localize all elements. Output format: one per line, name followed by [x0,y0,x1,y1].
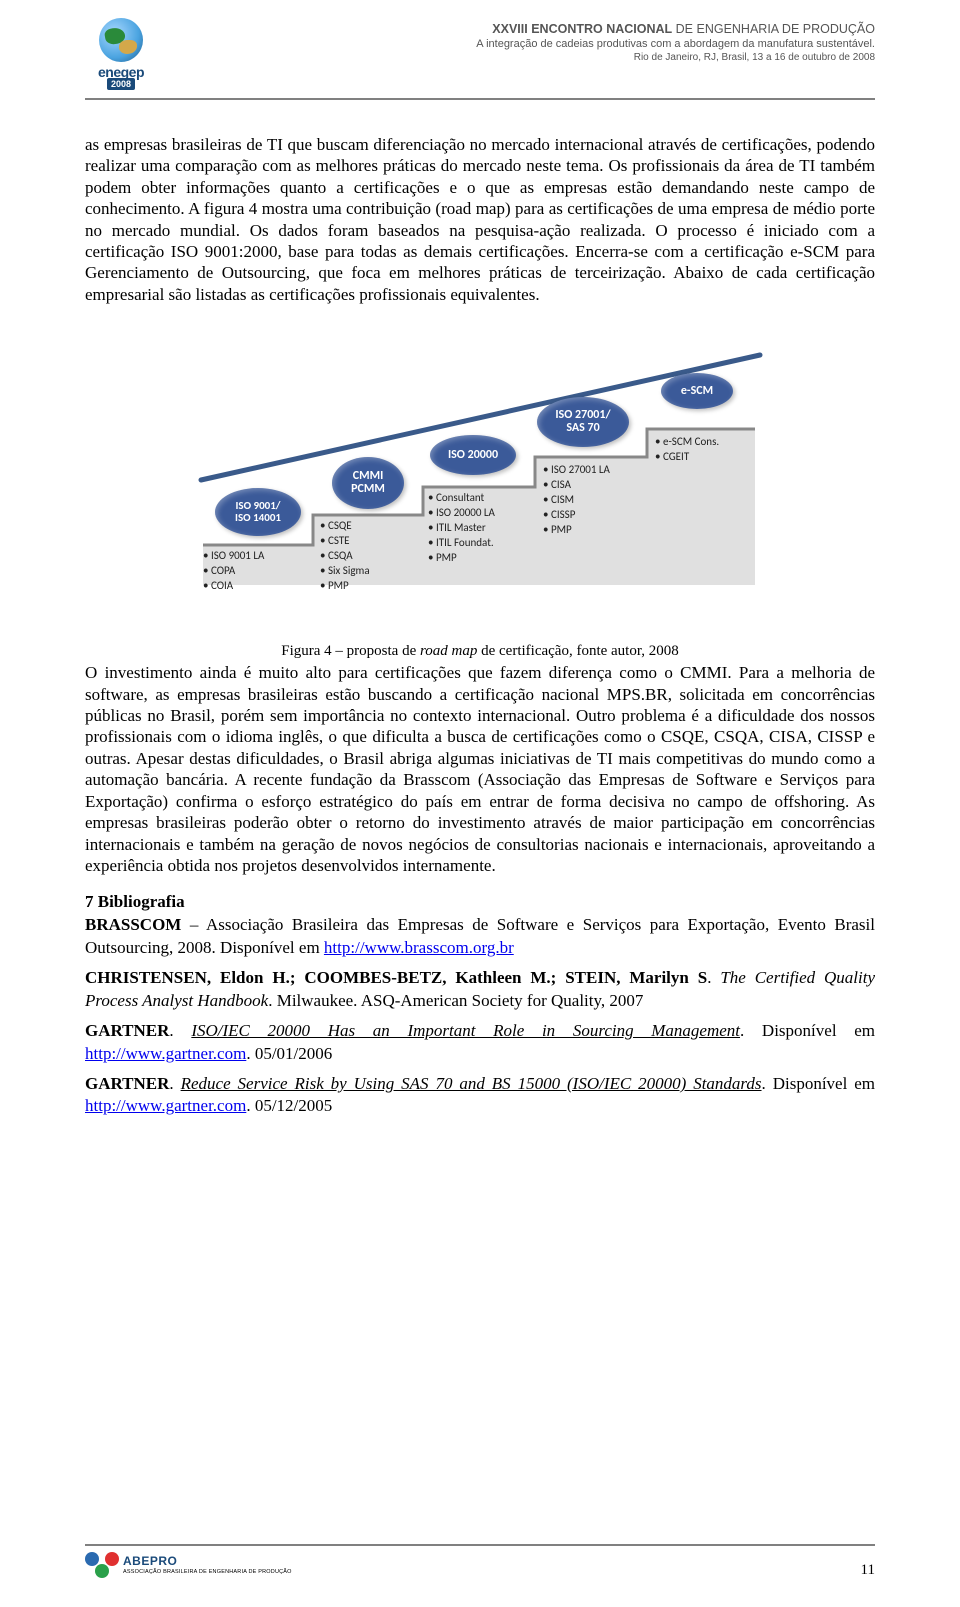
roadmap-node-3: ISO 27001/SAS 70 [537,397,629,447]
paragraph-2: O investimento ainda é muito alto para c… [85,662,875,876]
bib-entry-1: BRASSCOM – Associação Brasileira das Emp… [85,914,875,959]
conference-date: Rio de Janeiro, RJ, Brasil, 13 a 16 de o… [167,52,875,63]
roadmap-node-0: ISO 9001/ISO 14001 [215,488,301,536]
abepro-rings-icon [85,1552,119,1578]
header-text-block: XXVIII ENCONTRO NACIONAL DE ENGENHARIA D… [167,18,875,63]
roadmap-bullets-3: ISO 27001 LACISACISMCISSPPMP [543,463,610,537]
paragraph-1: as empresas brasileiras de TI que buscam… [85,134,875,305]
bib-4-title: Reduce Service Risk by Using SAS 70 and … [181,1074,762,1093]
bib-entry-3: GARTNER. ISO/IEC 20000 Has an Important … [85,1020,875,1065]
conference-title-rest: DE ENGENHARIA DE PRODUÇÃO [672,22,875,36]
logo-year: 2008 [107,78,135,90]
bib-1-author: BRASSCOM [85,915,181,934]
figure-caption: Figura 4 – proposta de road map de certi… [85,643,875,660]
bib-3-author: GARTNER [85,1021,169,1040]
caption-prefix: Figura 4 – proposta de [281,643,420,659]
roadmap-infographic: ISO 9001/ISO 14001 ISO 9001 LACOPACOIA CMM… [185,335,775,635]
bib-3-title: ISO/IEC 20000 Has an Important Role in S… [191,1021,740,1040]
bibliography: BRASSCOM – Associação Brasileira das Emp… [85,914,875,1118]
bib-4-date: . 05/12/2005 [246,1096,332,1115]
roadmap-bullets-1: CSQECSTECSQASix SigmaPMP [320,519,370,593]
bib-2-author: CHRISTENSEN, Eldon H.; COOMBES-BETZ, Kat… [85,968,707,987]
bib-4-link[interactable]: http://www.gartner.com [85,1096,246,1115]
abepro-logo: ABEPRO ASSOCIAÇÃO BRASILEIRA DE ENGENHAR… [85,1552,292,1578]
abepro-name: ABEPRO [123,1555,292,1568]
roadmap-bullets-4: e-SCM Cons.CGEIT [655,435,719,465]
abepro-subtitle: ASSOCIAÇÃO BRASILEIRA DE ENGENHARIA DE P… [123,1569,292,1575]
globe-icon [99,18,143,62]
abepro-text: ABEPRO ASSOCIAÇÃO BRASILEIRA DE ENGENHAR… [123,1555,292,1574]
conference-subtitle: A integração de cadeias produtivas com a… [167,38,875,50]
roadmap-bullets-2: ConsultantISO 20000 LAITIL MasterITIL Fo… [428,491,495,565]
page-number: 11 [861,1552,875,1579]
bibliography-heading: 7 Bibliografia [85,892,875,912]
conference-title: XXVIII ENCONTRO NACIONAL DE ENGENHARIA D… [167,22,875,36]
enegep-logo: enegep 2008 [85,18,157,90]
bib-4-author: GARTNER [85,1074,169,1093]
caption-italic: road map [420,643,477,659]
bib-3-link[interactable]: http://www.gartner.com [85,1044,246,1063]
bib-3-date: . 05/01/2006 [246,1044,332,1063]
page-header: enegep 2008 XXVIII ENCONTRO NACIONAL DE … [85,0,875,100]
roadmap-node-4: e-SCM [661,373,733,409]
bib-1-link[interactable]: http://www.brasscom.org.br [324,938,514,957]
bib-entry-4: GARTNER. Reduce Service Risk by Using SA… [85,1073,875,1118]
bib-entry-2: CHRISTENSEN, Eldon H.; COOMBES-BETZ, Kat… [85,967,875,1012]
roadmap-node-2: ISO 20000 [430,435,516,475]
bib-2-rest: . Milwaukee. ASQ-American Society for Qu… [268,991,643,1010]
roadmap-node-1: CMMIPCMM [332,457,404,509]
roadmap-bullets-0: ISO 9001 LACOPACOIA [203,549,264,594]
caption-suffix: de certificação, fonte autor, 2008 [477,643,678,659]
conference-title-bold: XXVIII ENCONTRO NACIONAL [492,22,672,36]
page-footer: ABEPRO ASSOCIAÇÃO BRASILEIRA DE ENGENHAR… [85,1544,875,1579]
